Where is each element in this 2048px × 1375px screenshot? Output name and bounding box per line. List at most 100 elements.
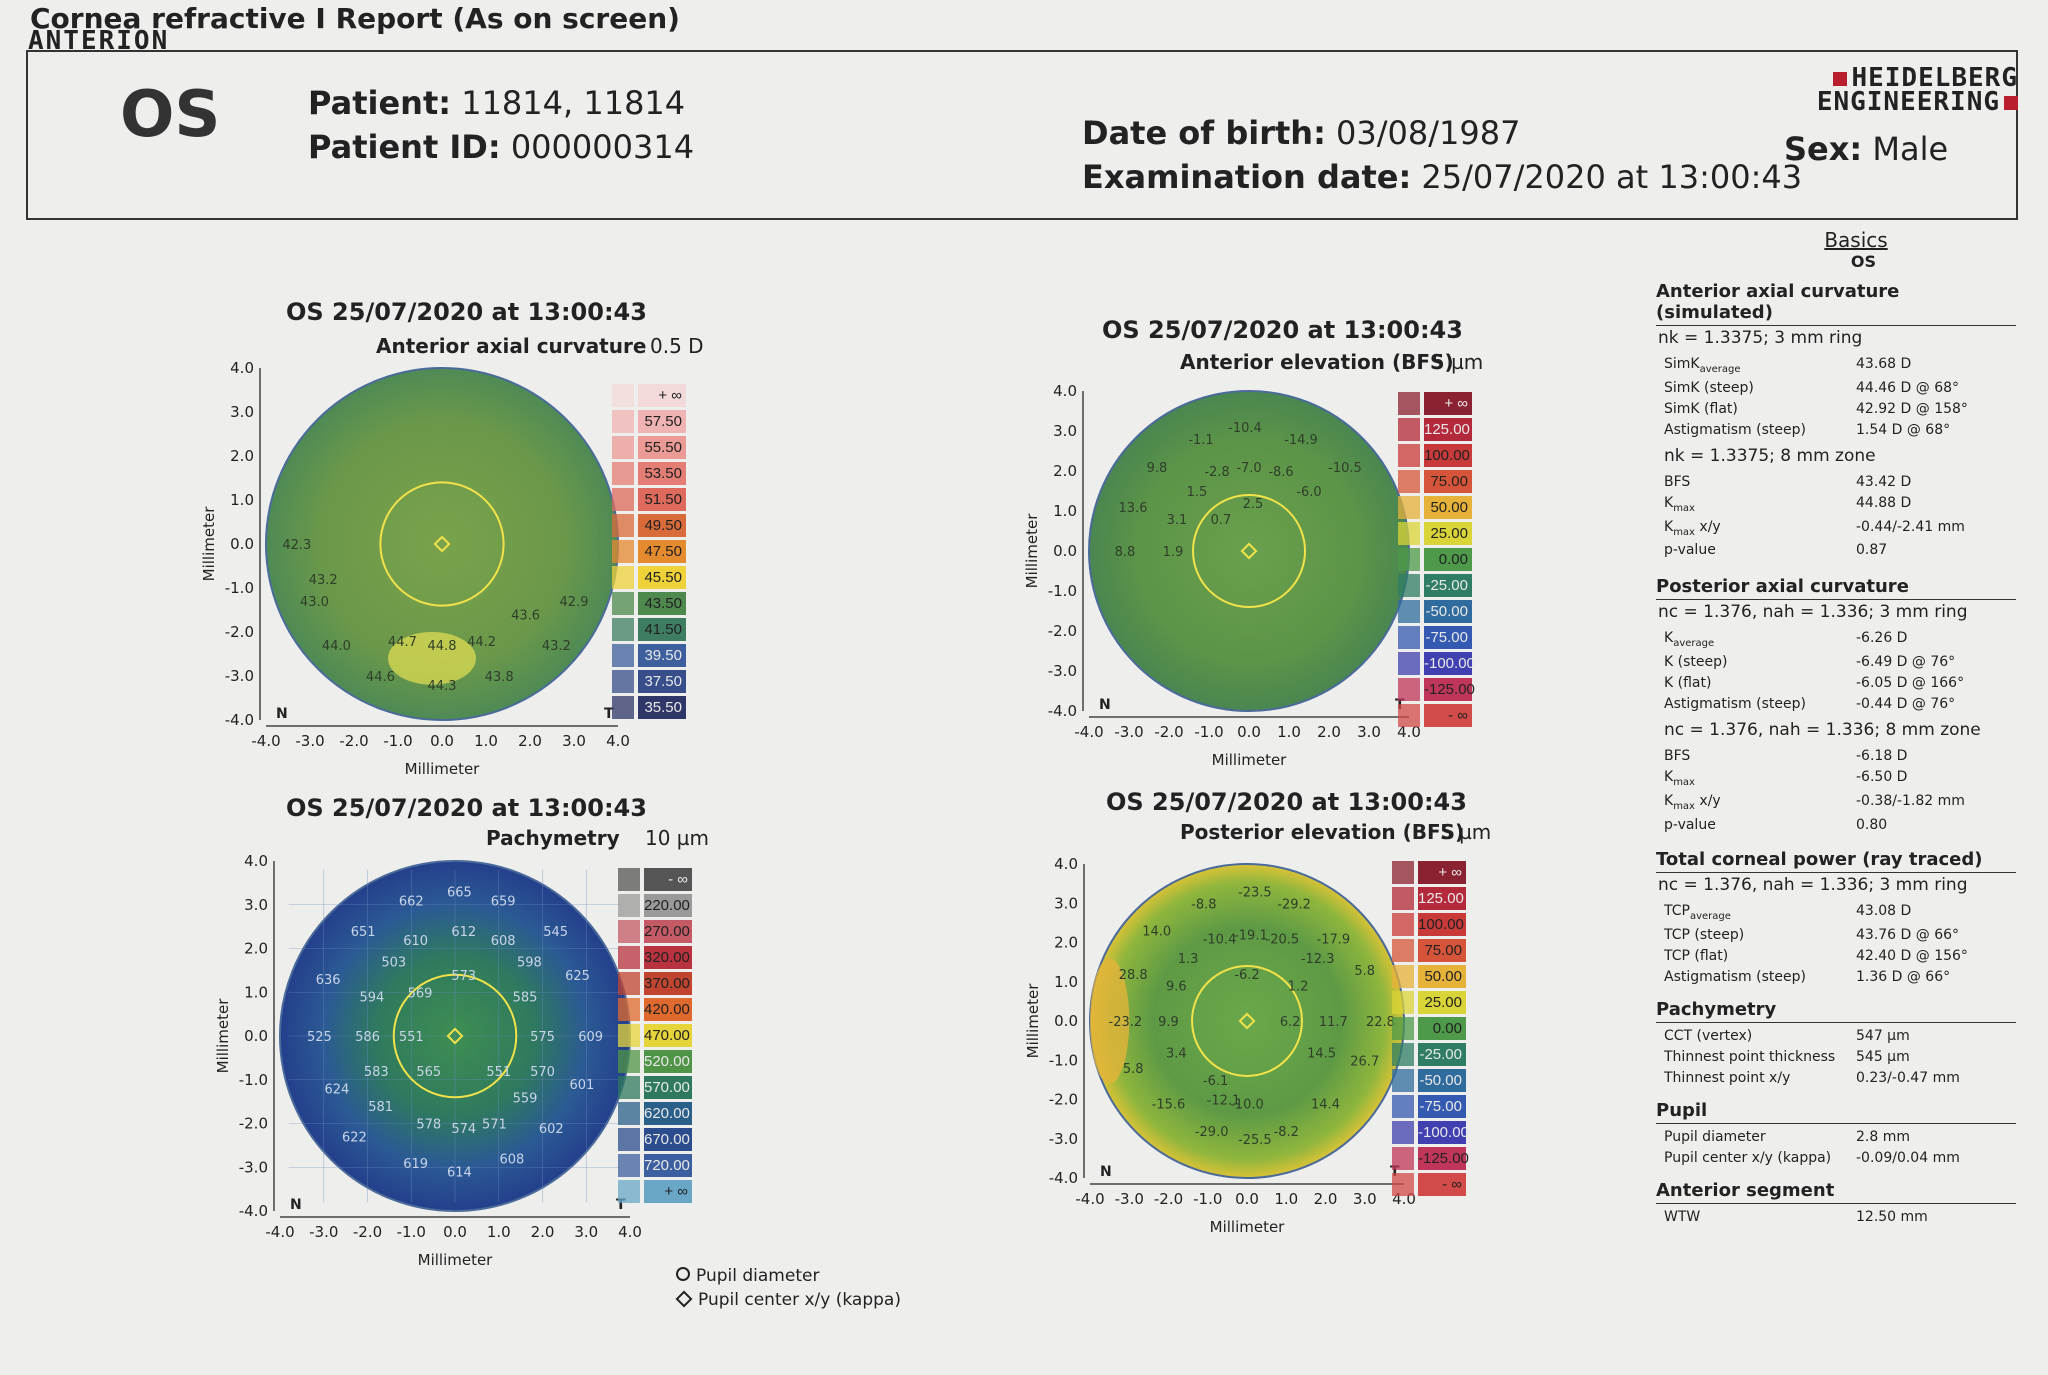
color-scale-cell: -75.00 — [1418, 1095, 1466, 1118]
y-tick-label: -4.0 — [239, 1202, 268, 1220]
color-scale-swatch — [1398, 470, 1420, 493]
basics-row-value: 2.8 mm — [1856, 1128, 1910, 1145]
basics-row-key: Astigmatism (steep) — [1664, 421, 1806, 438]
color-scale-swatch — [1392, 1121, 1414, 1144]
x-axis-label: Millimeter — [1212, 751, 1288, 769]
map-value: 585 — [513, 991, 538, 1006]
x-tick-label: 3.0 — [1357, 723, 1381, 741]
basics-row-key: Thinnest point x/y — [1664, 1069, 1791, 1086]
basics-row-key: Kmax — [1664, 494, 1695, 514]
map-value: 9.6 — [1166, 980, 1187, 995]
y-tick-label: 0.0 — [1053, 542, 1077, 560]
patient-line: Patient: 11814, 11814 — [308, 84, 685, 122]
map-value: 13.6 — [1119, 501, 1148, 516]
map-value: 26.7 — [1350, 1054, 1379, 1069]
color-scale-cell: 50.00 — [1424, 496, 1472, 519]
color-scale-cell: -125.00 — [1424, 678, 1475, 701]
color-scale-swatch — [1392, 861, 1414, 884]
color-scale-cell: 50.00 — [1418, 965, 1466, 988]
basics-row-value: 44.88 D — [1856, 494, 1912, 511]
map-value: 636 — [316, 973, 341, 988]
color-scale-cell: 75.00 — [1424, 470, 1472, 493]
basics-section-sub: nc = 1.376, nah = 1.336; 3 mm ring — [1658, 602, 1968, 623]
map-value: 559 — [513, 1091, 538, 1106]
color-scale-swatch — [612, 618, 634, 641]
color-scale-cell: 35.50 — [638, 696, 686, 719]
legend-pupil-diameter: Pupil diameter — [696, 1266, 820, 1286]
x-tick-label: -3.0 — [1115, 1190, 1144, 1208]
basics-row: Pupil center x/y (kappa) -0.09/0.04 mm — [1664, 1150, 2016, 1166]
map-value: 581 — [368, 1100, 393, 1115]
map-value: 571 — [482, 1118, 507, 1133]
patient-id-label: Patient ID: — [308, 128, 501, 166]
dob-value: 03/08/1987 — [1336, 114, 1521, 152]
basics-row: Kmax -6.50 D — [1664, 769, 2016, 788]
basics-row-value: 545 µm — [1856, 1048, 1910, 1065]
color-scale-cell: + ∞ — [1424, 392, 1472, 415]
color-scale-cell: -50.00 — [1418, 1069, 1466, 1092]
basics-section-heading: Pachymetry — [1656, 999, 2016, 1023]
basics-row: p-value 0.87 — [1664, 542, 2016, 558]
y-axis-label: Millimeter — [214, 998, 232, 1074]
basics-row: Thinnest point x/y 0.23/-0.47 mm — [1664, 1070, 2016, 1086]
x-tick-label: -1.0 — [1193, 1190, 1222, 1208]
y-tick-label: -2.0 — [239, 1115, 268, 1133]
map-unit: 5 µm — [1440, 820, 1492, 844]
basics-section-heading: Anterior axial curvature (simulated) — [1656, 281, 2016, 326]
color-scale-cell: 270.00 — [644, 920, 692, 943]
map-value: -15.6 — [1152, 1097, 1186, 1112]
color-scale-cell: 125.00 — [1418, 887, 1466, 910]
y-axis-label: Millimeter — [1024, 983, 1042, 1059]
pupil-ring — [379, 481, 505, 607]
basics-row-value: 43.08 D — [1856, 902, 1912, 919]
map-value: 42.3 — [282, 538, 311, 553]
basics-row-value: 0.87 — [1856, 542, 1888, 559]
x-tick-label: 0.0 — [443, 1223, 467, 1241]
y-tick-label: -1.0 — [225, 579, 254, 597]
corneal-map: 42.3 43.2 43.0 44.0 44.7 44.8 44.2 43.6 42.9 43.2… — [200, 359, 630, 778]
map-value: 609 — [578, 1030, 603, 1045]
basics-row-key: K (flat) — [1664, 675, 1712, 692]
x-tick-label: -2.0 — [353, 1223, 382, 1241]
map-value: -10.0 — [1230, 1097, 1264, 1112]
color-scale-swatch — [1392, 965, 1414, 988]
basics-section-heading: Total corneal power (ray traced) — [1656, 849, 2016, 873]
basics-row-key: CCT (vertex) — [1664, 1027, 1753, 1044]
map-unit: 5 µm — [1432, 350, 1484, 374]
map-value: 614 — [447, 1166, 472, 1181]
x-tick-label: 4.0 — [606, 732, 630, 750]
x-tick-label: 0.0 — [1235, 1190, 1259, 1208]
basics-row-value: 44.46 D @ 68° — [1856, 379, 1960, 396]
map-value: -12.1 — [1207, 1094, 1241, 1109]
map-value: 1.3 — [1178, 952, 1199, 967]
y-axis-label: Millimeter — [200, 506, 218, 582]
color-scale-cell: + ∞ — [644, 1180, 692, 1203]
map-value: 9.8 — [1147, 461, 1168, 476]
color-scale-swatch — [1392, 1147, 1414, 1170]
basics-title: Basics — [1824, 228, 1888, 252]
y-tick-label: -3.0 — [225, 667, 254, 685]
basics-row-value: -0.09/0.04 mm — [1856, 1149, 1960, 1166]
bottom-legend: Pupil diameter Pupil center x/y (kappa) — [675, 1266, 901, 1310]
color-scale-swatch — [618, 868, 640, 891]
basics-row-value: -0.44 D @ 76° — [1856, 696, 1956, 713]
y-tick-label: 0.0 — [1054, 1012, 1078, 1030]
x-tick-label: 3.0 — [1353, 1190, 1377, 1208]
map-value: -6.2 — [1234, 968, 1259, 983]
basics-row-value: 1.36 D @ 66° — [1856, 968, 1951, 985]
basics-row-value: -6.49 D @ 76° — [1856, 654, 1956, 671]
color-scale-cell: 125.00 — [1424, 418, 1472, 441]
x-tick-label: -3.0 — [309, 1223, 338, 1241]
basics-row-value: -0.38/-1.82 mm — [1856, 792, 1965, 809]
map-value: 665 — [447, 886, 472, 901]
basics-row-key: BFS — [1664, 473, 1691, 490]
color-scale-cell: 25.00 — [1424, 522, 1472, 545]
map-value: 625 — [565, 969, 590, 984]
color-scale-swatch — [1398, 704, 1420, 727]
color-scale-swatch — [618, 1050, 640, 1073]
x-tick-label: 0.0 — [1237, 723, 1261, 741]
basics-row-value: 42.92 D @ 158° — [1856, 400, 1968, 417]
map-value: 43.2 — [309, 573, 338, 588]
map-value: 3.1 — [1167, 513, 1188, 528]
basics-row: TCPaverage 43.08 D — [1664, 903, 2016, 922]
